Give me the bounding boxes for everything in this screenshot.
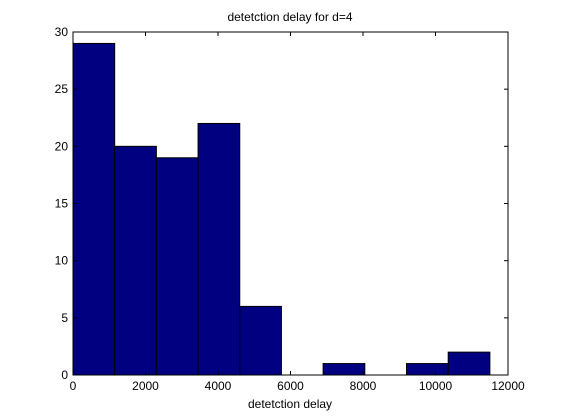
histogram-bar (406, 363, 449, 376)
x-tick-label: 10000 (419, 379, 453, 393)
histogram-bar (114, 145, 157, 376)
y-axis-ticks: 0 5 10 15 20 25 30 (55, 25, 508, 382)
histogram-bar (239, 305, 282, 376)
x-axis-label: detetction delay (248, 397, 332, 411)
x-tick-label: 4000 (205, 379, 232, 393)
y-tick-label: 10 (55, 254, 69, 268)
y-tick-label: 15 (55, 197, 69, 211)
x-tick-label: 8000 (350, 379, 377, 393)
histogram-bar (72, 42, 116, 376)
y-tick-label: 0 (61, 368, 68, 382)
histogram-bar (197, 122, 241, 376)
x-tick-label: 12000 (491, 379, 525, 393)
y-tick-label: 20 (55, 139, 69, 153)
x-axis-ticks: 0 2000 4000 6000 8000 10000 12000 (70, 32, 525, 393)
histogram-bar (155, 157, 199, 376)
x-tick-label: 6000 (277, 379, 304, 393)
y-tick-label: 25 (55, 82, 69, 96)
chart-title: detetction delay for d=4 (227, 10, 352, 24)
bars-group (72, 42, 491, 376)
x-tick-label: 2000 (132, 379, 159, 393)
histogram-bar (322, 363, 366, 376)
x-tick-label: 0 (70, 379, 77, 393)
histogram-bar (447, 351, 491, 376)
y-tick-label: 30 (55, 25, 69, 39)
y-tick-label: 5 (61, 311, 68, 325)
